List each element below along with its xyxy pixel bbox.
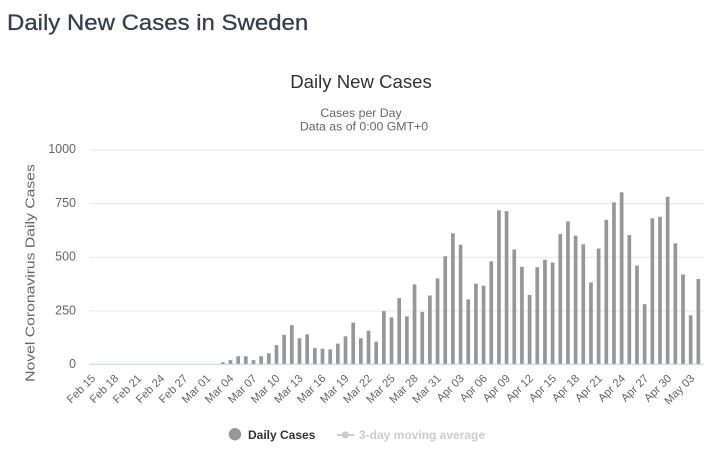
svg-text:0: 0 xyxy=(69,357,76,371)
svg-text:750: 750 xyxy=(55,196,76,210)
svg-text:Data as of 0:00 GMT+0: Data as of 0:00 GMT+0 xyxy=(300,120,428,134)
svg-text:Daily Cases: Daily Cases xyxy=(248,428,316,442)
svg-text:500: 500 xyxy=(55,250,76,264)
svg-text:Cases per Day: Cases per Day xyxy=(320,106,402,120)
svg-text:Daily New Cases: Daily New Cases xyxy=(290,71,432,92)
svg-text:Novel Coronavirus Daily Cases: Novel Coronavirus Daily Cases xyxy=(24,164,38,382)
svg-text:250: 250 xyxy=(55,303,76,317)
svg-text:3-day moving average: 3-day moving average xyxy=(359,428,485,442)
svg-text:1000: 1000 xyxy=(48,142,76,156)
